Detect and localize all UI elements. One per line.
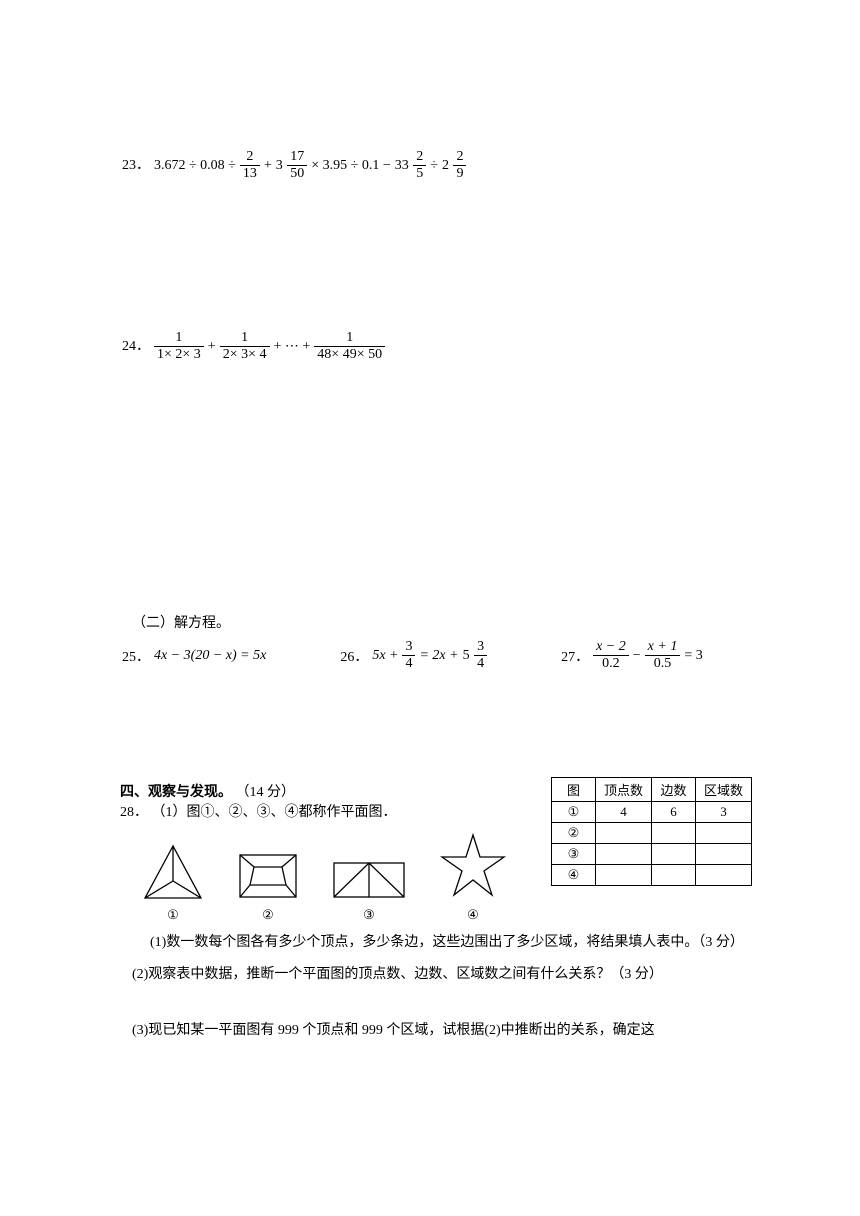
triangle-figure-icon (140, 843, 206, 901)
table-row: ③ (551, 844, 751, 865)
problem-24-number: 24． (122, 334, 150, 359)
fraction: x − 2 0.2 (593, 640, 629, 671)
problem-23-expression: 23． 3.672 ÷ 0.08 ÷ 2 13 + 3 17 50 × 3.95… (120, 150, 740, 181)
table-cell: 6 (651, 802, 695, 823)
table-header: 区域数 (695, 778, 751, 802)
problem-23-number: 23． (122, 153, 150, 178)
op-plus: + (208, 334, 216, 359)
table-cell (595, 844, 651, 865)
fraction: 1 1× 2× 3 (154, 331, 204, 362)
star-figure-icon (438, 833, 508, 901)
table-cell (595, 823, 651, 844)
problem-25: 25． 4x − 3(20 − x) = 5x (120, 640, 268, 671)
table-header-row: 图 顶点数 边数 区域数 (551, 778, 751, 802)
data-table: 图 顶点数 边数 区域数 ① 4 6 3 ② ③ ④ (551, 777, 752, 886)
table-row: ② (551, 823, 751, 844)
table-cell (651, 865, 695, 886)
expr-text: 5x + (372, 648, 398, 664)
problem-28-number: 28． (120, 805, 148, 820)
figure-label: ② (262, 907, 274, 923)
figure-label: ③ (363, 907, 375, 923)
mixed-fraction: 2 2 9 (442, 150, 467, 181)
table-cell (695, 865, 751, 886)
op-minus: − (633, 648, 641, 664)
problem-27-number: 27． (561, 646, 589, 666)
op-dots: + ⋯ + (274, 334, 311, 359)
table-cell (595, 865, 651, 886)
subquestion-1: (1)数一数每个图各有多少个顶点，多少条边，这些边围出了多少区域，将结果填人表中… (0, 931, 740, 955)
spacer (120, 201, 740, 331)
table-cell (651, 823, 695, 844)
problem-24: 24． 1 1× 2× 3 + 1 2× 3× 4 + ⋯ + 1 48× 49… (120, 331, 740, 362)
expr-text: × 3.95 ÷ 0.1 − (311, 153, 390, 178)
problem-25-number: 25． (122, 646, 150, 666)
figure-label: ④ (467, 907, 479, 923)
table-header: 顶点数 (595, 778, 651, 802)
table-cell: 4 (595, 802, 651, 823)
op-eq: = 3 (684, 648, 702, 664)
fraction: 1 2× 3× 4 (220, 331, 270, 362)
table-cell (695, 844, 751, 865)
table-cell: ③ (551, 844, 595, 865)
table-cell (695, 823, 751, 844)
problem-28-text: （1）图①、②、③、④都称作平面图． (152, 805, 397, 820)
problem-27: 27． x − 2 0.2 − x + 1 0.5 = 3 (559, 640, 705, 671)
op-div: ÷ (430, 153, 438, 178)
problem-25-expr: 4x − 3(20 − x) = 5x (154, 648, 266, 664)
section-4-points: （14 分） (236, 785, 296, 800)
table-cell: ② (551, 823, 595, 844)
mixed-fraction: 5 3 4 (463, 640, 488, 671)
problem-26: 26． 5x + 3 4 = 2x + 5 3 4 (338, 640, 489, 671)
spacer (120, 987, 740, 1011)
op-eq: = 2x + (419, 648, 458, 664)
table-header: 边数 (651, 778, 695, 802)
mixed-fraction: 3 17 50 (276, 150, 308, 181)
table-cell: ④ (551, 865, 595, 886)
section-4: 四、观察与发现。 （14 分） 28． （1）图①、②、③、④都称作平面图． 图… (120, 781, 740, 1042)
figure-3: ③ (330, 859, 408, 923)
table-cell: ① (551, 802, 595, 823)
problem-26-number: 26． (340, 646, 368, 666)
rectangle-figure-icon (330, 859, 408, 901)
section-4-title: 四、观察与发现。 (120, 785, 232, 800)
table-header: 图 (551, 778, 595, 802)
op-plus: + (264, 153, 272, 178)
trapezoid-figure-icon (236, 851, 300, 901)
subquestion-3: (3)现已知某一平面图有 999 个顶点和 999 个区域，试根据(2)中推断出… (150, 1019, 740, 1043)
problem-24-expression: 24． 1 1× 2× 3 + 1 2× 3× 4 + ⋯ + 1 48× 49… (120, 331, 740, 362)
table-cell: 3 (695, 802, 751, 823)
spacer (120, 382, 740, 592)
figure-1: ① (140, 843, 206, 923)
subquestion-2: (2)观察表中数据，推断一个平面图的顶点数、边数、区域数之间有什么关系？（3 分… (150, 963, 740, 987)
problem-23: 23． 3.672 ÷ 0.08 ÷ 2 13 + 3 17 50 × 3.95… (120, 150, 740, 181)
mixed-fraction: 33 2 5 (395, 150, 427, 181)
table-cell (651, 844, 695, 865)
table-row: ① 4 6 3 (551, 802, 751, 823)
fraction: 1 48× 49× 50 (314, 331, 385, 362)
figure-label: ① (167, 907, 179, 923)
expr-text: 3.672 ÷ 0.08 ÷ (154, 153, 236, 178)
fraction: 3 4 (402, 640, 415, 671)
figure-4: ④ (438, 833, 508, 923)
figure-2: ② (236, 851, 300, 923)
table-row: ④ (551, 865, 751, 886)
section-2-heading: （二）解方程。 (132, 612, 740, 632)
fraction: x + 1 0.5 (645, 640, 681, 671)
equations-row: 25． 4x − 3(20 − x) = 5x 26． 5x + 3 4 = 2… (120, 640, 740, 671)
fraction: 2 13 (240, 150, 260, 181)
spacer (120, 691, 740, 751)
